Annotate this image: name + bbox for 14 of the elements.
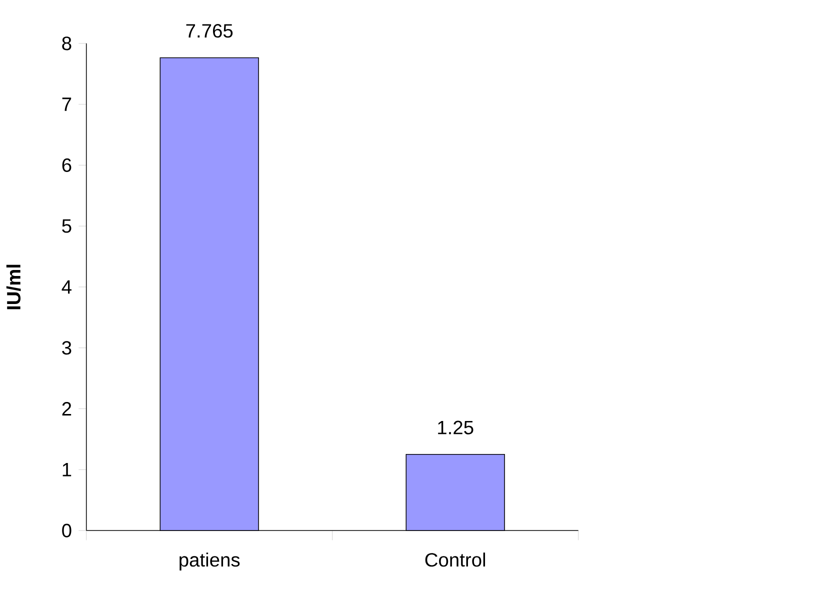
y-tick-label: 2 <box>62 402 72 416</box>
x-tick-label: Control <box>425 552 486 567</box>
data-label: 7.765 <box>186 24 233 38</box>
y-tick-label: 1 <box>62 463 72 476</box>
y-tick-label: 8 <box>62 36 72 50</box>
data-label: 1.25 <box>438 420 474 434</box>
y-tick-label: 7 <box>62 98 72 111</box>
x-tick-label: patiens <box>180 552 240 570</box>
y-axis-title: IU/ml <box>6 264 21 310</box>
y-tick-label: 3 <box>62 341 72 355</box>
y-tick-label: 4 <box>62 280 72 294</box>
y-tick-label: 5 <box>62 219 72 233</box>
y-tick-label: 0 <box>62 524 72 538</box>
y-tick-label: 6 <box>62 158 72 172</box>
